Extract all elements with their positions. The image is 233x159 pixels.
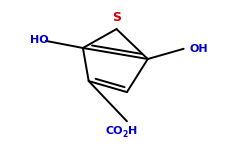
Text: S: S (112, 10, 121, 24)
Text: 2: 2 (123, 131, 128, 139)
Text: HO: HO (30, 35, 48, 45)
Text: CO: CO (106, 126, 123, 136)
Text: OH: OH (189, 44, 208, 54)
Text: H: H (128, 126, 137, 136)
